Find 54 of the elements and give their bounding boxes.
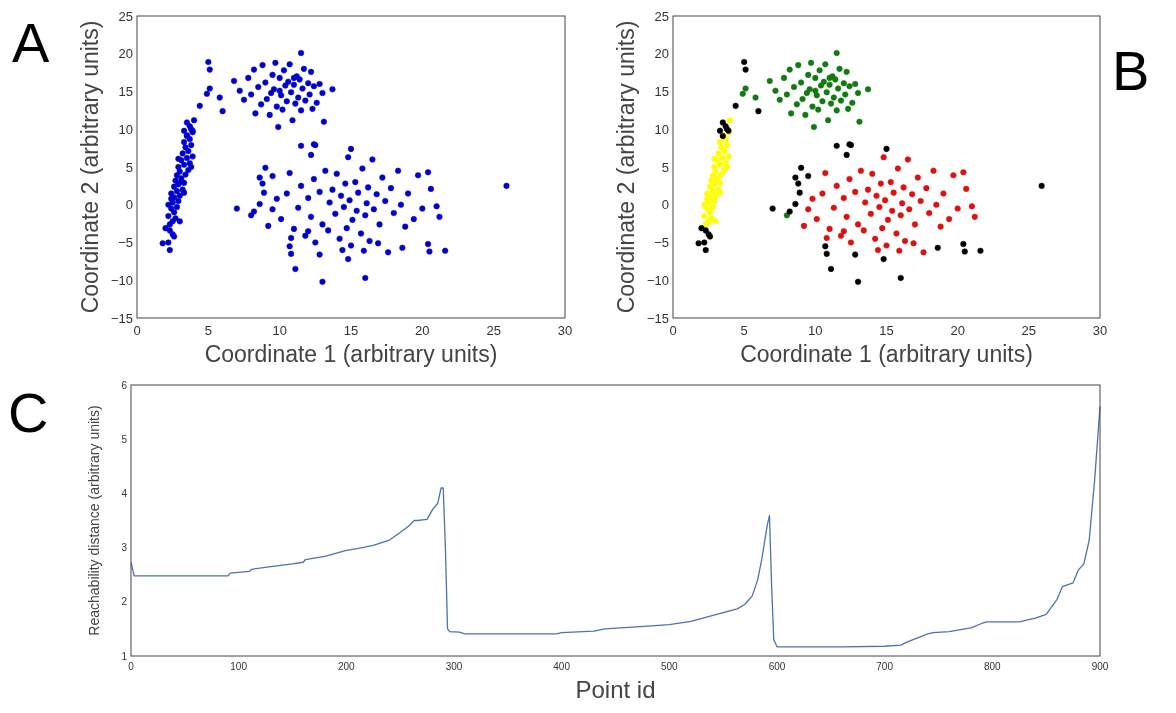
x-axis-title: Coordinate 1 (arbitrary units) bbox=[204, 341, 498, 367]
x-tick-label: 20 bbox=[950, 323, 965, 338]
y-tick-label: 0 bbox=[125, 197, 133, 213]
text: B bbox=[1112, 39, 1150, 102]
y-tick-label: −15 bbox=[646, 310, 669, 326]
y-tick-label: 5 bbox=[661, 159, 669, 175]
x-tick-label: 15 bbox=[879, 323, 894, 338]
x-tick-label: 10 bbox=[808, 323, 823, 338]
text: C bbox=[8, 381, 49, 444]
x-tick-label: 20 bbox=[415, 323, 430, 338]
x-tick-label: 400 bbox=[553, 661, 571, 672]
x-tick-label: 600 bbox=[768, 661, 786, 672]
y-tick-label: 4 bbox=[121, 487, 128, 499]
x-tick-label: 5 bbox=[740, 323, 748, 338]
x-tick-label: 800 bbox=[983, 661, 1002, 672]
y-tick-label: −10 bbox=[110, 272, 133, 288]
x-tick-label: 30 bbox=[1092, 323, 1108, 338]
y-axis-title: Coordinate 2 (arbitrary units) bbox=[612, 20, 639, 314]
y-tick-label: −5 bbox=[654, 235, 669, 251]
x-tick-label: 200 bbox=[337, 661, 356, 672]
y-tick-label: 2 bbox=[121, 596, 128, 608]
y-tick-label: 5 bbox=[121, 433, 128, 445]
y-tick-label: −15 bbox=[110, 310, 133, 326]
y-tick-label: −10 bbox=[646, 272, 669, 288]
x-axis-title: Point id bbox=[575, 676, 656, 703]
x-tick-label: 900 bbox=[1091, 661, 1109, 672]
x-tick-label: 100 bbox=[230, 661, 248, 672]
y-axis-title: Reachability distance (arbitrary units) bbox=[86, 405, 102, 636]
x-axis-title: Coordinate 1 (arbitrary units) bbox=[740, 341, 1033, 367]
y-tick-label: 20 bbox=[654, 46, 669, 62]
y-tick-label: 15 bbox=[654, 84, 669, 100]
x-tick-label: 25 bbox=[486, 323, 501, 338]
y-tick-label: −5 bbox=[118, 235, 133, 251]
x-tick-label: 25 bbox=[1021, 323, 1037, 338]
y-tick-label: 10 bbox=[654, 121, 669, 137]
x-tick-label: 300 bbox=[445, 661, 463, 672]
y-tick-label: 10 bbox=[118, 121, 133, 137]
y-axis-title: Coordinate 2 (arbitrary units) bbox=[76, 20, 103, 314]
x-tick-label: 15 bbox=[343, 323, 359, 338]
x-tick-label: 700 bbox=[876, 661, 894, 672]
y-tick-label: 0 bbox=[661, 197, 669, 213]
y-tick-label: 1 bbox=[121, 650, 128, 662]
x-tick-label: 30 bbox=[557, 323, 573, 338]
y-tick-label: 25 bbox=[118, 8, 133, 24]
y-tick-label: 15 bbox=[118, 84, 133, 100]
y-tick-label: 20 bbox=[118, 46, 133, 62]
x-tick-label: 500 bbox=[660, 661, 679, 672]
y-tick-label: 6 bbox=[121, 379, 128, 391]
y-tick-label: 25 bbox=[654, 8, 669, 24]
text: A bbox=[12, 11, 50, 74]
y-tick-label: 3 bbox=[121, 542, 128, 554]
y-tick-label: 5 bbox=[125, 159, 133, 175]
x-tick-label: 5 bbox=[204, 323, 212, 338]
x-tick-label: 10 bbox=[272, 323, 287, 338]
